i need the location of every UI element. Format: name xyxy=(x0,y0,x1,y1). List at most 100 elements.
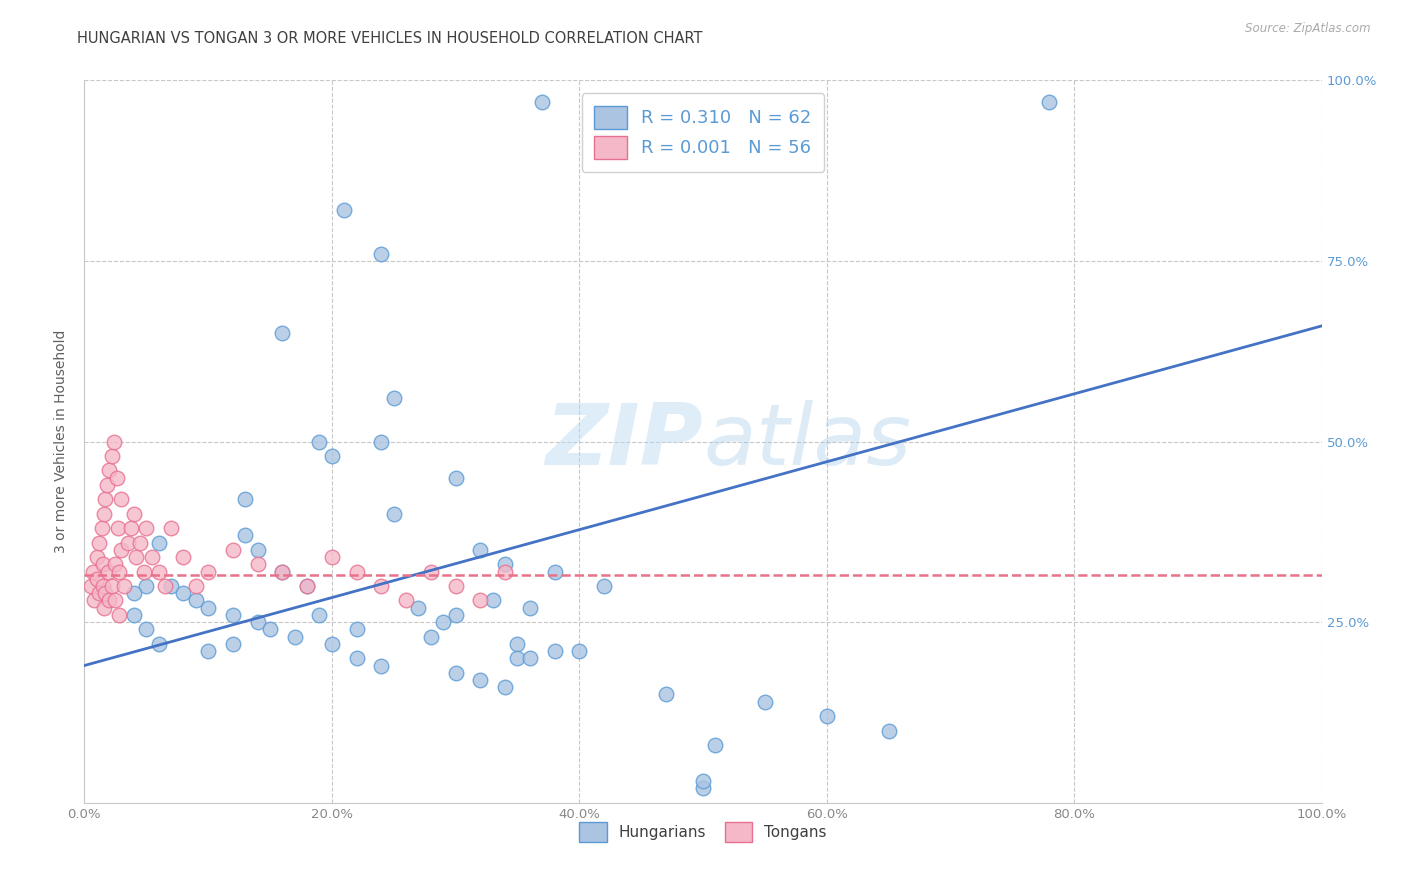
Point xyxy=(108,565,131,579)
Point xyxy=(233,492,256,507)
Legend: Hungarians, Tongans: Hungarians, Tongans xyxy=(571,814,835,849)
Point xyxy=(103,434,125,449)
Point xyxy=(100,449,122,463)
Point xyxy=(246,542,269,557)
Point xyxy=(94,586,117,600)
Point xyxy=(271,326,294,340)
Point xyxy=(222,542,245,557)
Point xyxy=(470,542,492,557)
Point xyxy=(120,521,142,535)
Point xyxy=(90,521,112,535)
Point xyxy=(321,449,343,463)
Point xyxy=(148,535,170,549)
Point xyxy=(172,586,194,600)
Point xyxy=(132,565,155,579)
Point xyxy=(98,593,121,607)
Point xyxy=(432,615,454,630)
Point xyxy=(519,600,541,615)
Point xyxy=(222,637,245,651)
Point xyxy=(93,507,115,521)
Point xyxy=(543,565,565,579)
Point xyxy=(382,391,405,405)
Point xyxy=(382,507,405,521)
Point xyxy=(83,593,105,607)
Text: Source: ZipAtlas.com: Source: ZipAtlas.com xyxy=(1246,22,1371,36)
Point xyxy=(110,542,132,557)
Point xyxy=(494,558,516,572)
Point xyxy=(94,492,117,507)
Point xyxy=(370,579,392,593)
Point xyxy=(86,550,108,565)
Point xyxy=(346,623,368,637)
Point xyxy=(93,600,115,615)
Point xyxy=(444,579,467,593)
Point xyxy=(295,579,318,593)
Point xyxy=(470,673,492,687)
Point xyxy=(160,579,183,593)
Point xyxy=(444,665,467,680)
Point xyxy=(197,644,219,658)
Point xyxy=(754,695,776,709)
Point xyxy=(308,607,330,622)
Text: atlas: atlas xyxy=(703,400,911,483)
Point xyxy=(1038,95,1060,109)
Point xyxy=(877,723,900,738)
Point xyxy=(91,558,114,572)
Point xyxy=(148,637,170,651)
Point xyxy=(197,600,219,615)
Point xyxy=(494,565,516,579)
Point xyxy=(370,434,392,449)
Point xyxy=(79,579,101,593)
Point xyxy=(370,246,392,260)
Point xyxy=(184,593,207,607)
Point xyxy=(172,550,194,565)
Point xyxy=(89,535,111,549)
Point xyxy=(419,565,441,579)
Point xyxy=(107,521,129,535)
Point xyxy=(271,565,294,579)
Point xyxy=(284,630,307,644)
Point xyxy=(655,687,678,701)
Point xyxy=(519,651,541,665)
Point xyxy=(531,95,554,109)
Point xyxy=(91,579,114,593)
Point xyxy=(86,572,108,586)
Point xyxy=(370,658,392,673)
Point xyxy=(506,651,529,665)
Point xyxy=(98,463,121,477)
Point xyxy=(481,593,503,607)
Point xyxy=(110,492,132,507)
Point xyxy=(692,781,714,796)
Point xyxy=(815,709,838,723)
Point xyxy=(444,470,467,484)
Point xyxy=(308,434,330,449)
Point xyxy=(82,565,104,579)
Point xyxy=(295,579,318,593)
Point xyxy=(184,579,207,593)
Y-axis label: 3 or more Vehicles in Household: 3 or more Vehicles in Household xyxy=(55,330,69,553)
Point xyxy=(408,600,430,615)
Point xyxy=(543,644,565,658)
Point xyxy=(160,521,183,535)
Point xyxy=(346,651,368,665)
Point xyxy=(135,521,157,535)
Point xyxy=(135,623,157,637)
Point xyxy=(259,623,281,637)
Point xyxy=(100,579,122,593)
Point xyxy=(197,565,219,579)
Point xyxy=(470,593,492,607)
Point xyxy=(444,607,467,622)
Point xyxy=(568,644,591,658)
Point xyxy=(125,550,148,565)
Point xyxy=(122,607,145,622)
Point xyxy=(395,593,418,607)
Point xyxy=(96,478,118,492)
Point xyxy=(105,470,128,484)
Text: ZIP: ZIP xyxy=(546,400,703,483)
Point xyxy=(321,550,343,565)
Point xyxy=(593,579,616,593)
Point xyxy=(122,586,145,600)
Point xyxy=(129,535,152,549)
Point xyxy=(333,203,356,218)
Text: HUNGARIAN VS TONGAN 3 OR MORE VEHICLES IN HOUSEHOLD CORRELATION CHART: HUNGARIAN VS TONGAN 3 OR MORE VEHICLES I… xyxy=(77,31,703,46)
